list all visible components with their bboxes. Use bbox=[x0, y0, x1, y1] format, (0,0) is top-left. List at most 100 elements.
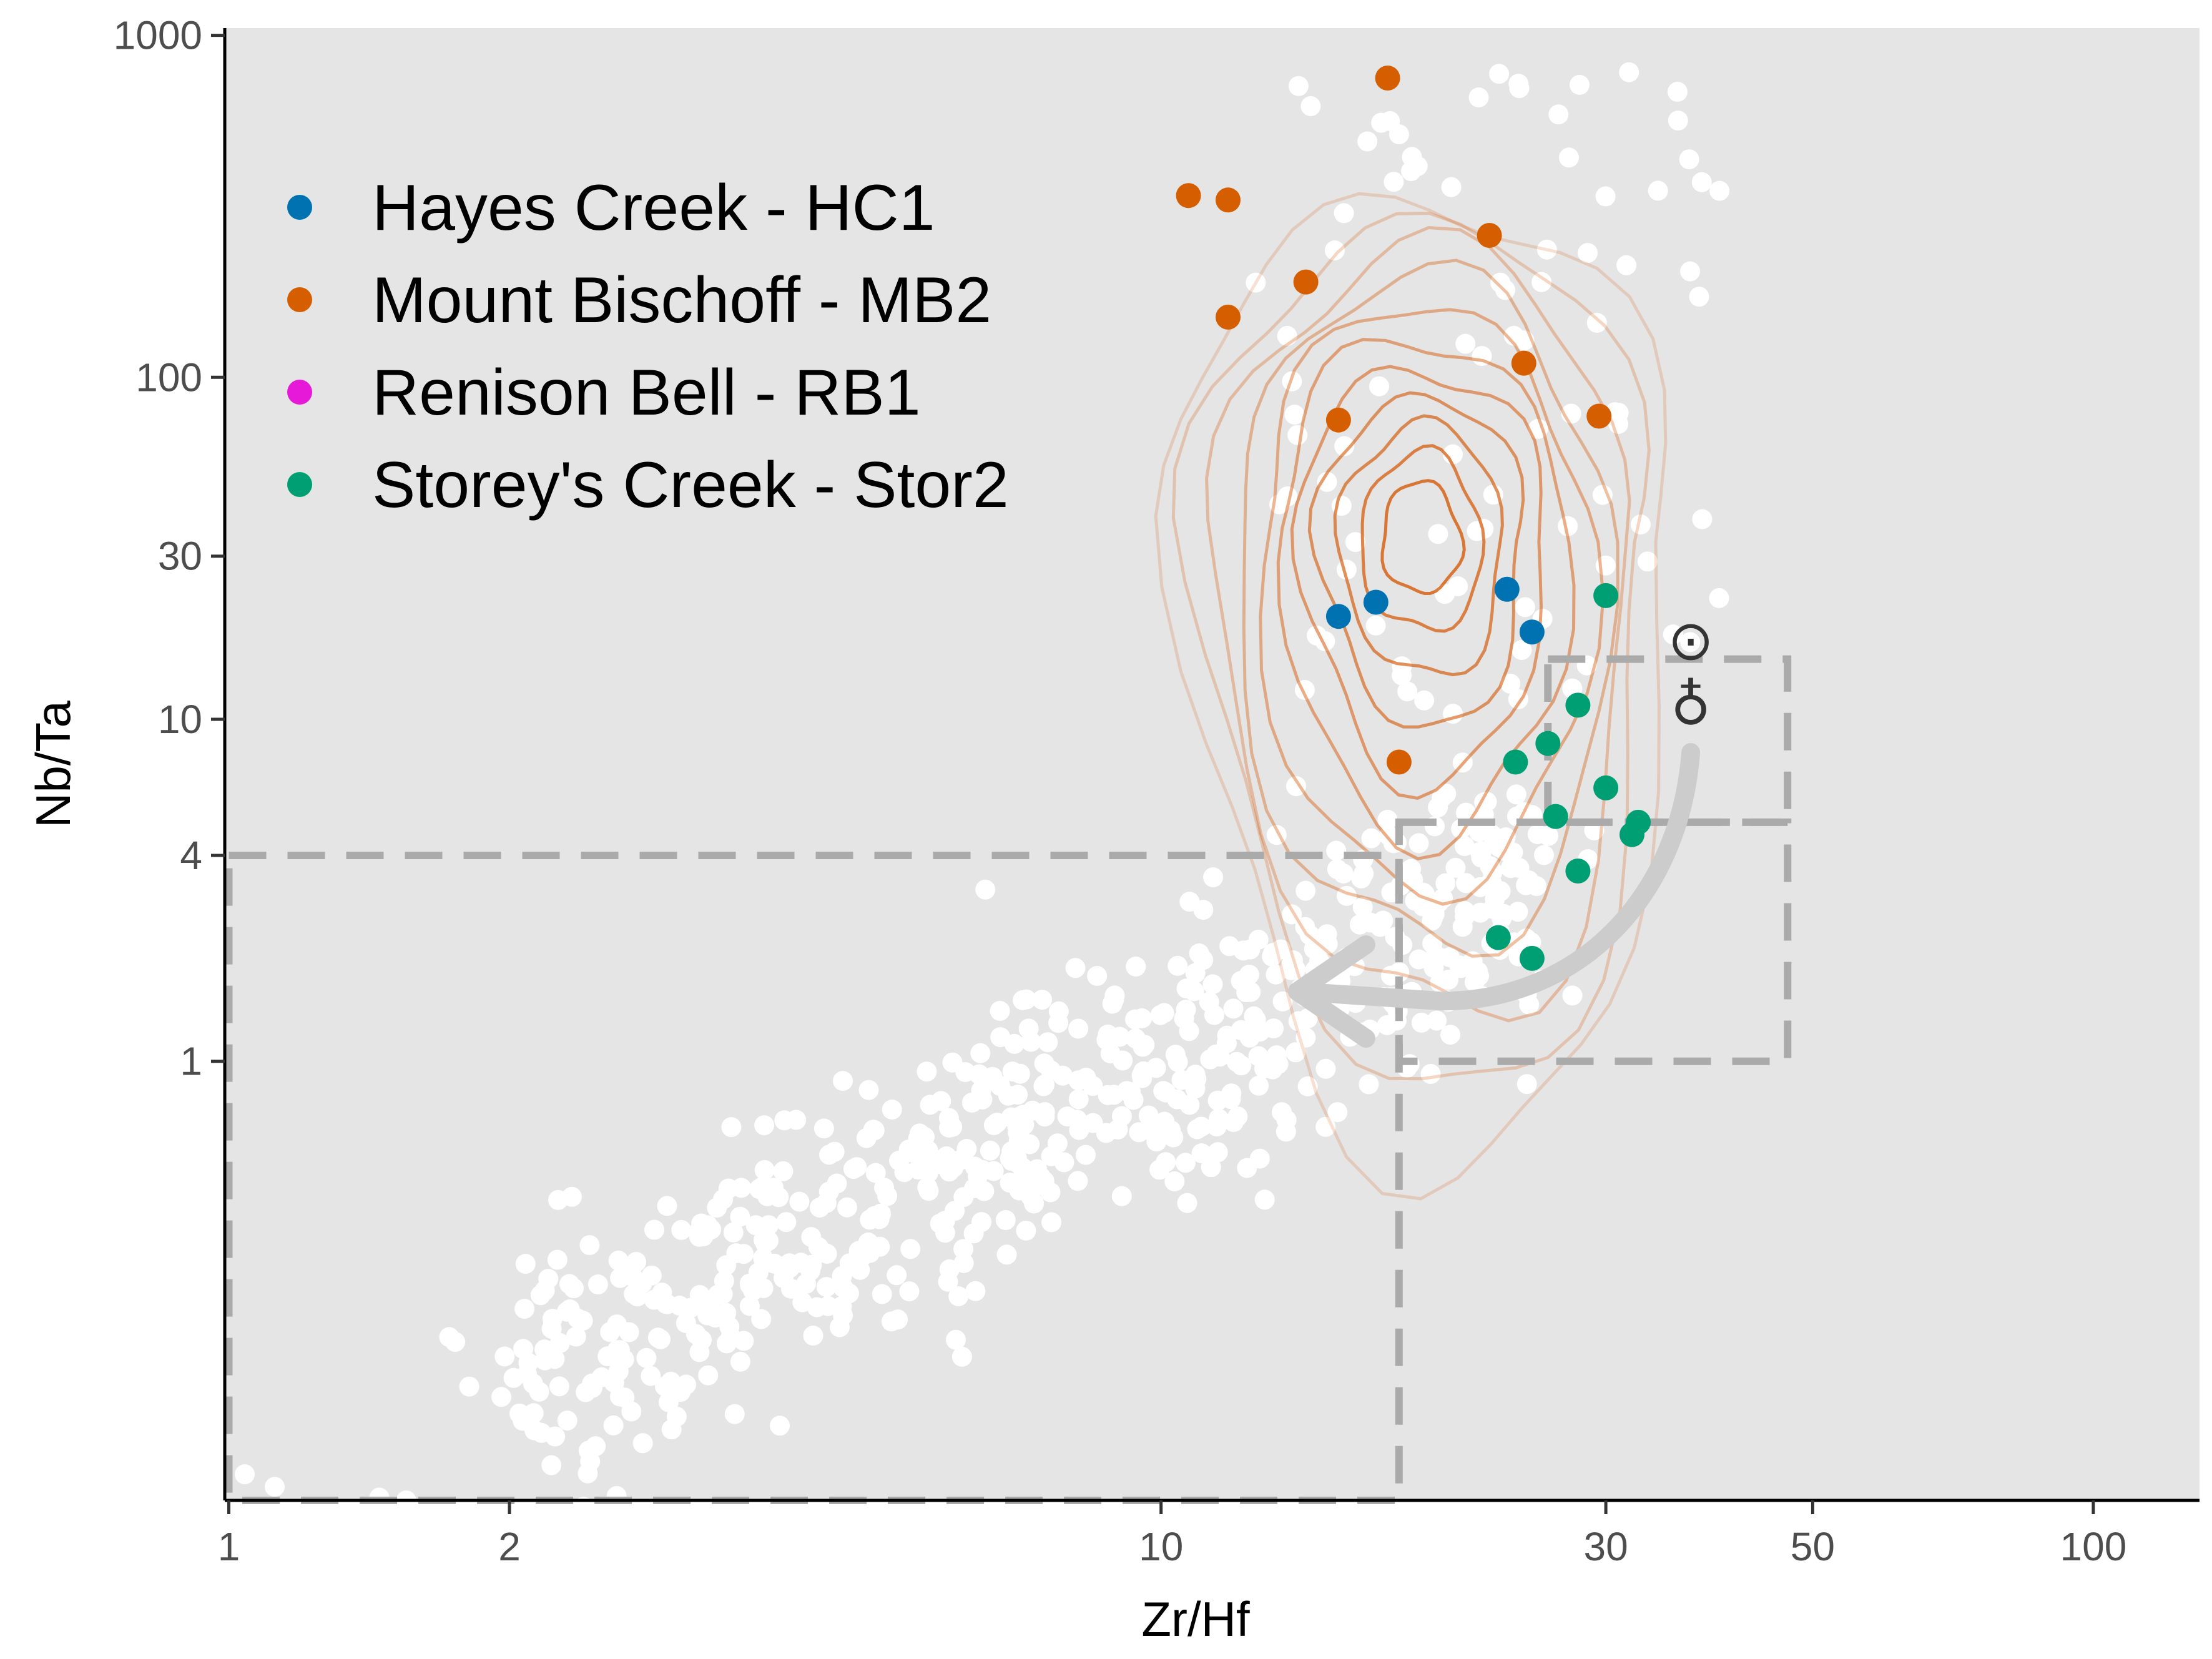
reference-point bbox=[1630, 514, 1651, 534]
reference-point bbox=[773, 1161, 794, 1181]
reference-point bbox=[948, 1286, 969, 1307]
reference-point bbox=[1175, 1153, 1196, 1173]
reference-point bbox=[1041, 1212, 1062, 1233]
reference-point bbox=[780, 1278, 801, 1299]
reference-point bbox=[1592, 485, 1613, 505]
reference-point bbox=[1326, 840, 1347, 861]
reference-point bbox=[833, 1277, 853, 1297]
reference-point bbox=[753, 1278, 774, 1299]
reference-point bbox=[1294, 680, 1315, 700]
density-contour bbox=[1333, 414, 1504, 677]
reference-point bbox=[776, 1212, 797, 1233]
reference-point bbox=[494, 1346, 515, 1367]
reference-point bbox=[676, 1313, 696, 1333]
y-tick-label: 30 bbox=[158, 534, 202, 579]
reference-point bbox=[1586, 313, 1607, 333]
reference-point bbox=[1506, 784, 1526, 805]
reference-point bbox=[906, 1143, 927, 1164]
reference-point bbox=[833, 1305, 853, 1326]
reference-point bbox=[1020, 1186, 1041, 1206]
reference-point bbox=[1427, 1010, 1447, 1031]
reference-point bbox=[1428, 524, 1448, 544]
reference-point bbox=[774, 1110, 795, 1131]
data-point bbox=[1620, 822, 1644, 847]
x-tick-label: 1 bbox=[218, 1524, 240, 1569]
reference-point bbox=[1163, 1127, 1184, 1148]
reference-point bbox=[1295, 880, 1316, 901]
reference-point bbox=[603, 1415, 624, 1435]
reference-point bbox=[938, 1271, 958, 1292]
reference-point bbox=[931, 1091, 951, 1111]
reference-point bbox=[956, 1139, 977, 1159]
reference-point bbox=[1297, 1076, 1318, 1096]
reference-point bbox=[1087, 966, 1108, 986]
reference-point bbox=[827, 1173, 847, 1194]
reference-point bbox=[917, 1061, 937, 1082]
reference-point bbox=[816, 1277, 837, 1297]
reference-point bbox=[971, 1080, 991, 1101]
reference-point bbox=[753, 1248, 774, 1268]
density-contour bbox=[1276, 338, 1576, 861]
x-axis-title: Zr/Hf bbox=[1141, 1592, 1250, 1647]
reference-point bbox=[1637, 551, 1658, 572]
reference-point bbox=[1709, 180, 1730, 201]
reference-point bbox=[1420, 1064, 1441, 1084]
reference-point bbox=[975, 879, 996, 900]
reference-point bbox=[514, 1299, 535, 1319]
reference-point bbox=[1455, 906, 1475, 927]
reference-point bbox=[1315, 1058, 1336, 1079]
reference-point bbox=[1334, 203, 1354, 224]
data-point bbox=[1543, 804, 1568, 829]
reference-point bbox=[1616, 255, 1636, 275]
x-tick-label: 50 bbox=[1791, 1524, 1835, 1569]
data-point bbox=[1593, 775, 1619, 800]
legend-key bbox=[287, 195, 312, 220]
reference-point bbox=[1138, 1105, 1159, 1126]
reference-point bbox=[1455, 333, 1476, 354]
reference-point bbox=[566, 1326, 586, 1347]
data-point bbox=[1375, 66, 1400, 91]
reference-point bbox=[953, 1239, 974, 1259]
reference-point bbox=[1680, 632, 1701, 652]
reference-point bbox=[1503, 842, 1523, 863]
reference-point bbox=[1266, 1045, 1287, 1066]
y-tick-label: 4 bbox=[180, 833, 202, 878]
reference-point bbox=[1709, 588, 1729, 608]
data-point bbox=[1519, 619, 1545, 645]
reference-point bbox=[1035, 1106, 1055, 1127]
reference-point bbox=[534, 1280, 555, 1301]
reference-point bbox=[1324, 240, 1345, 260]
reference-point bbox=[817, 1244, 837, 1264]
reference-point bbox=[557, 1410, 578, 1431]
reference-symbol: ⊙ bbox=[1668, 608, 1714, 672]
reference-point bbox=[455, 1564, 475, 1585]
reference-point bbox=[995, 1210, 1016, 1230]
reference-point bbox=[1179, 892, 1200, 912]
reference-point bbox=[1041, 1060, 1061, 1081]
reference-point bbox=[1595, 186, 1616, 207]
reference-point bbox=[515, 1254, 536, 1274]
data-point bbox=[1363, 589, 1389, 615]
reference-point bbox=[1300, 96, 1321, 116]
reference-point bbox=[1402, 147, 1422, 167]
reference-point bbox=[1030, 1167, 1051, 1187]
reference-point bbox=[1489, 64, 1510, 84]
reference-point bbox=[789, 1191, 810, 1212]
reference-point bbox=[721, 1117, 742, 1138]
reference-point bbox=[1508, 902, 1528, 922]
reference-point bbox=[534, 1339, 555, 1360]
reference-point bbox=[1132, 1008, 1152, 1028]
series-points-layer bbox=[1176, 66, 1651, 971]
reference-point bbox=[609, 1340, 630, 1361]
data-point bbox=[1325, 407, 1351, 433]
reference-point bbox=[1016, 1220, 1036, 1241]
reference-point bbox=[1508, 74, 1529, 94]
reference-point bbox=[1423, 958, 1444, 978]
reference-point bbox=[1096, 1030, 1117, 1050]
reference-point bbox=[1515, 597, 1535, 618]
reference-point bbox=[899, 1281, 920, 1302]
reference-point bbox=[803, 1326, 823, 1346]
reference-point bbox=[1209, 1046, 1230, 1067]
data-point bbox=[1485, 925, 1511, 950]
